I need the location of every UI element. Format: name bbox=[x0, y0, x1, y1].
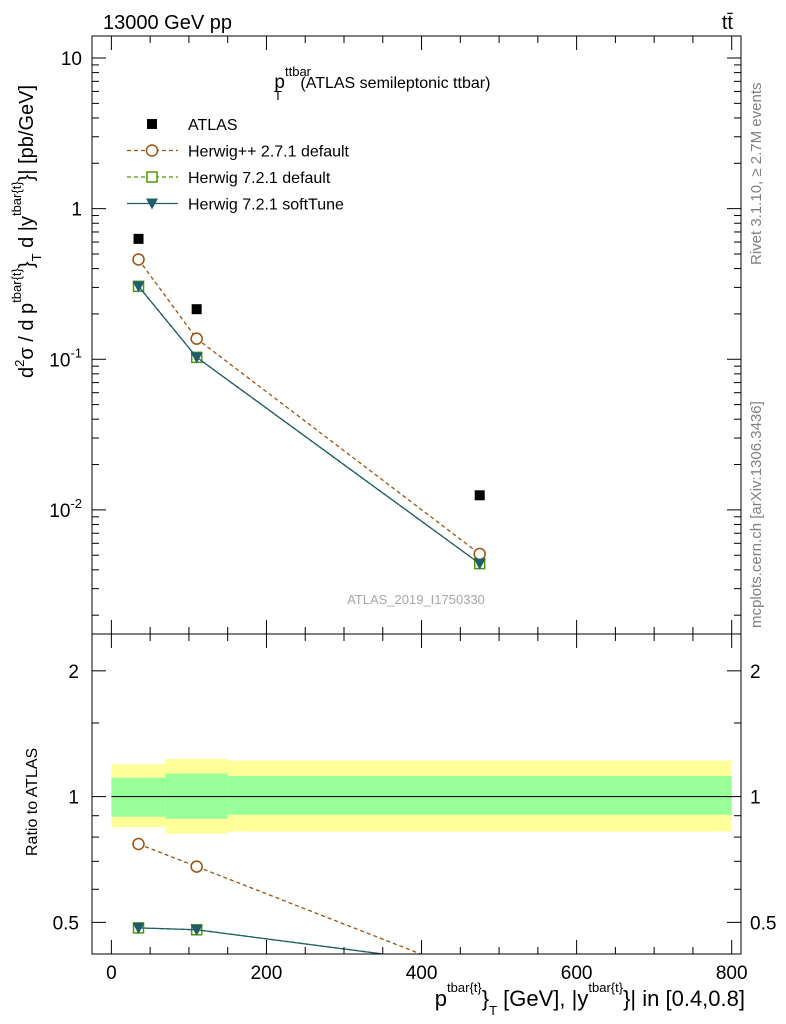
ratio-y-tick-label: 2 bbox=[68, 662, 79, 683]
main-point-atlas bbox=[474, 490, 485, 501]
ratio-y-tick-label-right: 2 bbox=[750, 662, 761, 683]
legend-marker-atlas bbox=[147, 119, 157, 129]
ratio-panel: 0.5 0.5 1 1 2 2 bbox=[53, 633, 777, 955]
main-y-axis: 10-2 10-1 1 10 bbox=[49, 49, 741, 616]
ratio-frame bbox=[91, 633, 742, 955]
legend-marker-herwig-2-7-1-default bbox=[145, 144, 159, 157]
ratio-y-tick-label: 0.5 bbox=[53, 913, 79, 934]
main-point-atlas bbox=[133, 233, 144, 244]
plot-title: pttbar T (ATLAS semileptonic ttbar) bbox=[274, 64, 490, 103]
legend-label-herwig-7-2-1-default: Herwig 7.2.1 default bbox=[188, 170, 331, 187]
ratio-y-axis: 0.5 0.5 1 1 2 2 bbox=[53, 662, 777, 935]
ratio-y-axis-label: Ratio to ATLAS bbox=[24, 748, 41, 856]
main-point-atlas bbox=[191, 304, 202, 315]
legend-label-atlas: ATLAS bbox=[188, 117, 238, 134]
x-tick-label: 800 bbox=[716, 963, 748, 984]
process-label: tt̄ bbox=[722, 12, 734, 34]
ratio-data-layer bbox=[111, 759, 732, 954]
ratio-point-herwig-7-2-1-softtune bbox=[132, 922, 145, 934]
legend-label-herwig-7-2-1-softtune: Herwig 7.2.1 softTune bbox=[188, 197, 344, 214]
main-data-layer bbox=[132, 233, 486, 570]
x-tick-label: 400 bbox=[406, 963, 438, 984]
energy-label: 13000 GeV pp bbox=[103, 12, 232, 34]
legend-marker-herwig-7-2-1-softtune bbox=[146, 198, 158, 210]
ratio-series-group bbox=[132, 837, 423, 954]
main-y-tick-label: 10 bbox=[61, 49, 82, 70]
mcplots-label: mcplots.cern.ch [arXiv:1306.3436] bbox=[748, 401, 765, 628]
main-line-herwig-2-7-1-default bbox=[137, 259, 481, 555]
ratio-point-herwig-2-7-1-default bbox=[190, 860, 203, 873]
analysis-watermark: ATLAS_2019_I1750330 bbox=[347, 592, 485, 607]
main-point-herwig-7-2-1-softtune bbox=[190, 352, 203, 364]
ratio-point-herwig-2-7-1-default bbox=[132, 837, 145, 851]
ratio-y-tick-label-right: 1 bbox=[750, 788, 761, 809]
x-axis: 0 200 400 600 800 bbox=[106, 36, 748, 984]
x-axis-label: ptbar{t}}T [GeV], |ytbar{t}}| in [0.4,0.… bbox=[435, 980, 745, 1018]
ratio-band-inner bbox=[111, 777, 166, 817]
ratio-band-inner bbox=[227, 776, 732, 815]
ratio-line-herwig-7-2-1-default bbox=[138, 927, 383, 954]
legend-marker-herwig-7-2-1-default bbox=[146, 171, 158, 183]
x-tick-label: 600 bbox=[561, 963, 593, 984]
ratio-line-herwig-2-7-1-default bbox=[138, 843, 423, 954]
legend: ATLAS Herwig++ 2.7.1 default Herwig 7.2.1 … bbox=[127, 117, 350, 214]
main-point-herwig-2-7-1-default bbox=[132, 253, 145, 266]
main-point-herwig-7-2-1-softtune bbox=[473, 558, 486, 570]
main-point-herwig-2-7-1-default bbox=[473, 547, 486, 561]
ratio-point-herwig-7-2-1-softtune bbox=[190, 924, 203, 936]
x-tick-label: 0 bbox=[106, 963, 117, 984]
legend-label-herwig-2-7-1-default: Herwig++ 2.7.1 default bbox=[188, 144, 350, 161]
main-y-tick-label: 10-2 bbox=[49, 496, 82, 522]
main-y-axis-label: d2σ / d ptbar{t}}T d |ytbar{t}}| [pb/GeV… bbox=[9, 85, 44, 378]
x-tick-label: 200 bbox=[251, 963, 283, 984]
ratio-y-tick-label-right: 0.5 bbox=[750, 913, 776, 934]
main-y-tick-label: 10-1 bbox=[49, 345, 82, 371]
main-point-herwig-7-2-1-softtune bbox=[132, 281, 145, 293]
main-point-herwig-2-7-1-default bbox=[190, 332, 203, 345]
ratio-line-herwig-7-2-1-softtune bbox=[138, 927, 383, 954]
rivet-label: Rivet 3.1.10, ≥ 2.7M events bbox=[748, 83, 765, 266]
main-y-tick-label: 1 bbox=[71, 200, 82, 221]
ratio-y-tick-label: 1 bbox=[68, 788, 79, 809]
